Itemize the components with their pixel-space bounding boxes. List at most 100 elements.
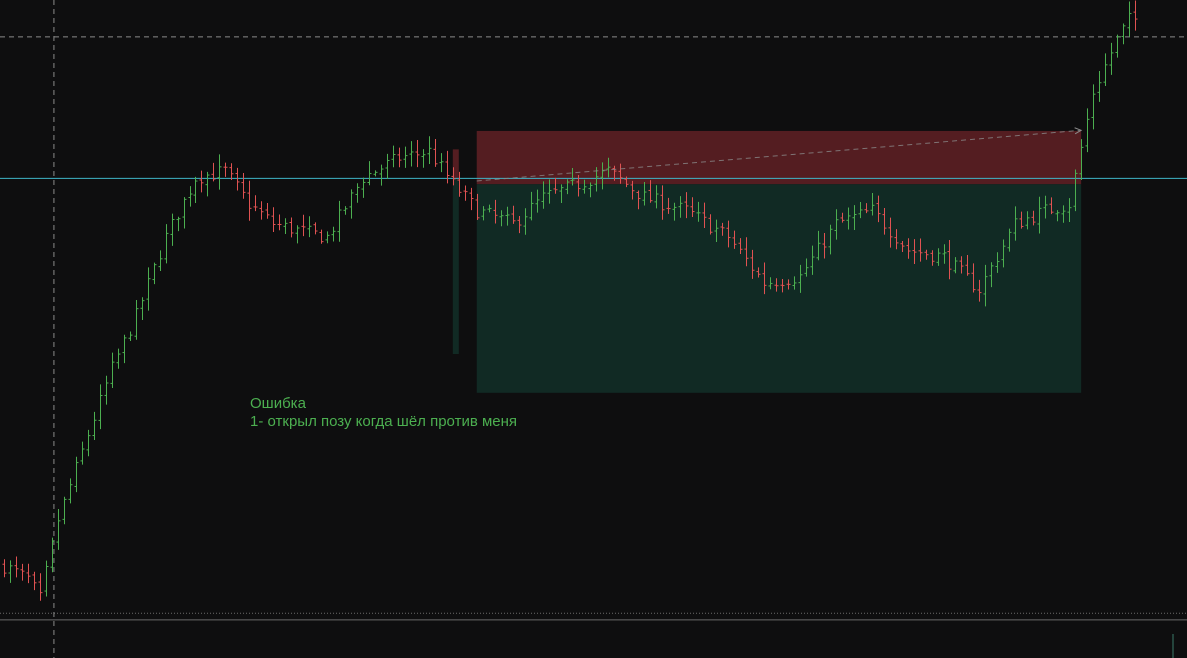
ohlc-bar <box>433 138 438 167</box>
ohlc-bar <box>1013 206 1018 241</box>
ohlc-bar <box>170 213 175 246</box>
ohlc-bar <box>152 262 157 285</box>
ohlc-bar <box>1055 210 1060 222</box>
ohlc-bar <box>708 214 713 235</box>
ohlc-bar <box>810 245 815 275</box>
ohlc-bar <box>918 238 923 262</box>
ohlc-bar <box>696 201 701 222</box>
ohlc-bar <box>128 331 133 342</box>
ohlc-bar <box>1073 169 1078 212</box>
ohlc-bar <box>636 190 641 210</box>
ohlc-bar <box>1097 71 1102 102</box>
ohlc-bar <box>582 179 587 194</box>
ohlc-bar <box>1043 195 1048 219</box>
ohlc-bar <box>618 163 623 184</box>
ohlc-bar <box>965 254 970 276</box>
ohlc-bar <box>319 229 324 244</box>
ohlc-bar <box>1025 211 1030 230</box>
ohlc-bar <box>906 238 911 259</box>
ohlc-bar <box>798 264 803 293</box>
ohlc-bar <box>762 262 767 295</box>
trend-arrow-head <box>1074 127 1083 135</box>
ohlc-bar <box>193 176 198 204</box>
ohlc-bar <box>116 348 121 369</box>
ohlc-bar <box>373 170 378 177</box>
ohlc-bar <box>642 181 647 206</box>
ohlc-bar <box>211 162 216 182</box>
ohlc-bar <box>834 209 839 240</box>
ohlc-bar <box>199 170 204 193</box>
ohlc-bar <box>397 147 402 168</box>
note-title: Ошибка <box>250 395 306 412</box>
ohlc-bar <box>828 224 833 255</box>
ohlc-bar <box>547 179 552 204</box>
ohlc-bar <box>439 153 444 173</box>
stop-zone-1 <box>476 130 1082 185</box>
ohlc-bar <box>313 222 318 235</box>
ohlc-bar <box>20 563 25 581</box>
ohlc-bar <box>68 478 73 504</box>
profit-zone-0 <box>452 178 459 355</box>
ohlc-bar <box>864 203 869 214</box>
ohlc-bar <box>74 456 79 493</box>
ohlc-bar <box>188 186 193 207</box>
ohlc-bar <box>164 224 169 264</box>
ohlc-bar <box>852 205 857 231</box>
ohlc-bar <box>942 244 947 264</box>
ohlc-bar <box>1103 53 1108 87</box>
ohlc-bar <box>1049 197 1054 215</box>
ohlc-bar <box>241 172 246 199</box>
ohlc-bar <box>301 214 306 237</box>
ohlc-bar <box>570 168 575 186</box>
ohlc-bar <box>924 249 929 260</box>
note-line-1: 1- открыл позу когда шёл против меня <box>250 413 518 430</box>
ohlc-bar <box>726 220 731 248</box>
ohlc-bar <box>816 230 821 261</box>
ohlc-bar <box>265 202 270 219</box>
ohlc-bar <box>953 257 958 274</box>
ohlc-bar <box>930 250 935 266</box>
ohlc-bar <box>385 153 390 179</box>
ohlc-bars <box>2 0 1138 601</box>
ohlc-bar <box>654 185 659 209</box>
ohlc-bar <box>325 231 330 244</box>
ohlc-bar <box>846 207 851 230</box>
ohlc-bar <box>858 201 863 219</box>
ohlc-bar <box>792 276 797 290</box>
ohlc-bar <box>1109 42 1114 75</box>
ohlc-bar <box>223 162 228 177</box>
trade-note: Ошибка 1- открыл позу когда шёл против м… <box>250 395 517 431</box>
ohlc-bar <box>822 233 827 259</box>
ohlc-bar <box>98 384 103 430</box>
ohlc-bar <box>702 202 707 228</box>
ohlc-bar <box>1031 210 1036 226</box>
ohlc-bar <box>331 226 336 242</box>
ohlc-bar <box>56 509 61 550</box>
ohlc-bar <box>1115 34 1120 58</box>
ohlc-bar <box>977 279 982 302</box>
ohlc-bar <box>840 212 845 223</box>
ohlc-bar <box>122 334 127 364</box>
ohlc-bar <box>337 200 342 242</box>
ohlc-bar <box>936 248 941 266</box>
ohlc-bar <box>1133 0 1138 31</box>
ohlc-bar <box>469 187 474 211</box>
ohlc-bar <box>104 375 109 405</box>
ohlc-bar <box>959 256 964 274</box>
ohlc-bar <box>361 177 366 198</box>
ohlc-bar <box>523 208 528 235</box>
ohlc-bar <box>421 149 426 168</box>
ohlc-bar <box>768 277 773 290</box>
ohlc-bar <box>110 352 115 389</box>
ohlc-bar <box>445 150 450 184</box>
ohlc-bar <box>50 537 55 573</box>
ohlc-bar <box>612 165 617 181</box>
ohlc-bar <box>355 183 360 203</box>
ohlc-bar <box>463 185 468 201</box>
ohlc-bar <box>217 154 222 190</box>
ohlc-bar <box>780 278 785 293</box>
ohlc-bar <box>576 174 581 197</box>
stop-zone-0 <box>452 149 459 179</box>
ohlc-bar <box>367 161 372 186</box>
